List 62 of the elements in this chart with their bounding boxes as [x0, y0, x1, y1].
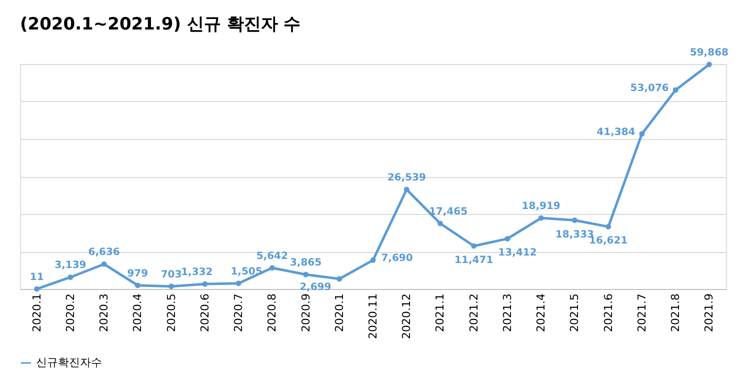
point — [706, 62, 712, 68]
point — [269, 265, 275, 271]
x-tick-label: 2020.5 — [164, 294, 178, 332]
x-tick-label: 2021.9 — [702, 294, 716, 332]
point — [438, 220, 443, 226]
data-label: 11,471 — [454, 254, 494, 266]
x-tick-label: 2020.1 — [30, 294, 44, 332]
point — [606, 224, 612, 230]
point — [236, 280, 242, 286]
x-tick-label: 2021.6 — [602, 294, 615, 332]
x-tick-label: 2020.9 — [299, 294, 312, 332]
point — [202, 281, 208, 287]
x-tick-label: 2020.6 — [198, 294, 212, 332]
x-tick-label: 2021.1 — [434, 294, 447, 332]
legend-label: 신규확진자수 — [36, 356, 102, 369]
data-label: 26,539 — [387, 172, 426, 184]
data-label: 6,636 — [88, 247, 120, 258]
data-label: 18,919 — [522, 201, 560, 212]
data-label: 13,412 — [498, 248, 537, 259]
x-tick-label: 2020.7 — [232, 294, 246, 332]
point — [471, 243, 477, 249]
x-tick-label: 2021.5 — [568, 294, 582, 332]
data-label: 59,868 — [690, 47, 729, 58]
x-tick-label: 2020.11 — [366, 294, 380, 339]
point — [639, 131, 645, 137]
x-tick-label: 2021.2 — [467, 294, 480, 332]
point — [404, 186, 410, 192]
chart-title: (2020.1~2021.9) 신규 확진자 수 — [20, 14, 301, 34]
point — [538, 215, 544, 221]
point — [303, 272, 308, 278]
x-tick-label: 2020.2 — [64, 294, 77, 332]
data-label: 5,642 — [256, 250, 288, 262]
data-label: 11 — [30, 272, 44, 283]
point — [68, 274, 74, 280]
x-tick-label: 2020.3 — [98, 294, 111, 332]
point — [572, 218, 578, 223]
data-label: 3,865 — [290, 258, 322, 269]
data-label: 41,384 — [596, 126, 636, 138]
data-label: 7,690 — [381, 253, 413, 264]
x-tick-label: 2020.8 — [266, 294, 279, 332]
point — [370, 257, 376, 263]
data-label: 53,076 — [630, 82, 669, 94]
data-label: 703 — [160, 269, 182, 280]
point — [168, 284, 174, 290]
x-tick-label: 2021.8 — [669, 294, 682, 332]
point — [34, 286, 40, 292]
x-tick-label: 2021.3 — [500, 294, 514, 332]
data-label: 1,332 — [181, 267, 213, 278]
data-label: 3,139 — [54, 260, 86, 272]
point — [504, 236, 510, 242]
data-label: 2,699 — [300, 282, 332, 293]
x-tick-label: 2021.4 — [534, 294, 548, 332]
point — [101, 261, 107, 267]
data-label: 979 — [127, 268, 148, 280]
x-tick-label: 2021.7 — [635, 294, 648, 332]
x-tick-label: 2020.1 — [332, 294, 346, 332]
point — [672, 87, 678, 93]
point — [336, 276, 342, 282]
point — [134, 282, 140, 288]
x-tick-label: 2020.12 — [400, 294, 414, 339]
data-label: 17,465 — [428, 206, 468, 218]
x-tick-label: 2020.4 — [131, 294, 144, 332]
